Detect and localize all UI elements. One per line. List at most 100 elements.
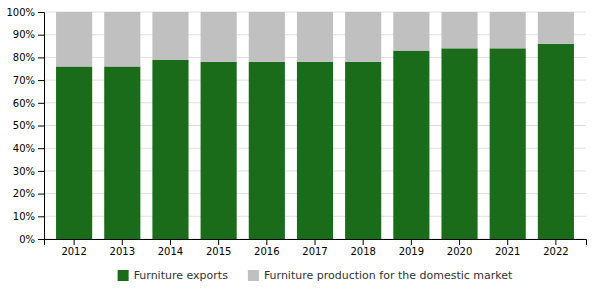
x-tick: 2015	[206, 239, 231, 257]
x-tick-mark	[170, 239, 171, 245]
bar	[297, 12, 333, 62]
chart: 0%10%20%30%40%50%60%70%80%90%100%2012201…	[0, 0, 600, 291]
x-tick-mark	[507, 239, 508, 245]
y-tick-mark	[38, 239, 44, 240]
y-tick-mark	[38, 126, 44, 127]
bars	[56, 12, 574, 239]
bar	[56, 66, 92, 239]
x-tick: 2020	[447, 239, 472, 257]
y-tick-mark	[38, 216, 44, 217]
x-tick: 2021	[495, 239, 520, 257]
bar-series	[56, 44, 574, 239]
y-tick-label: 100%	[6, 7, 35, 18]
plot: 0%10%20%30%40%50%60%70%80%90%100%2012201…	[6, 7, 586, 257]
y-tick-label: 20%	[13, 188, 35, 199]
y-tick-label: 80%	[13, 52, 35, 63]
y-tick-mark	[38, 12, 44, 13]
x-tick-mark	[315, 239, 316, 245]
x-tick-mark	[459, 239, 460, 245]
y-tick-mark	[38, 171, 44, 172]
y-tick-label: 50%	[13, 120, 35, 131]
x-tick-mark	[266, 239, 267, 245]
x-tick-label: 2019	[399, 246, 424, 257]
grid	[44, 12, 586, 239]
x-tick-mark	[363, 239, 364, 245]
x-tick-mark	[555, 239, 556, 245]
y-tick: 20%	[13, 188, 44, 199]
y-tick: 90%	[13, 29, 44, 40]
y-tick-label: 70%	[13, 75, 35, 86]
bar	[345, 62, 381, 239]
x-tick-label: 2016	[254, 246, 279, 257]
x-tick-label: 2018	[350, 246, 375, 257]
x-tick-label: 2017	[302, 246, 327, 257]
x-tick: 2022	[543, 239, 568, 257]
x-tick: 2018	[350, 239, 375, 257]
x-tick-mark	[218, 239, 219, 245]
y-tick-mark	[38, 194, 44, 195]
legend-item: Furniture production for the domestic ma…	[248, 269, 513, 282]
bar	[297, 62, 333, 239]
bar	[249, 62, 285, 239]
y-tick-mark	[38, 80, 44, 81]
bar	[538, 12, 574, 44]
x-tick-label: 2012	[61, 246, 86, 257]
y-tick: 30%	[13, 166, 44, 177]
y-tick-mark	[38, 35, 44, 36]
bar	[441, 12, 477, 48]
x-tick: 2014	[158, 239, 183, 257]
x-axis-line	[45, 240, 587, 246]
y-tick: 80%	[13, 52, 44, 63]
y-tick: 60%	[13, 98, 44, 109]
y-tick: 50%	[13, 120, 44, 131]
x-tick-mark	[122, 239, 123, 245]
y-tick-mark	[38, 103, 44, 104]
legend-swatch	[248, 270, 259, 281]
y-tick: 0%	[19, 234, 44, 245]
x-axis: 2012 2013 2014 2015 2016 2017 2018 2019 2020 2021…	[45, 239, 587, 257]
y-tick-mark	[38, 148, 44, 149]
y-tick: 40%	[13, 143, 44, 154]
bar	[345, 12, 381, 62]
legend-item: Furniture exports	[118, 269, 229, 282]
y-tick: 100%	[6, 7, 44, 18]
x-tick: 2012	[61, 239, 86, 257]
x-tick-label: 2015	[206, 246, 231, 257]
legend-label: Furniture exports	[134, 269, 229, 282]
x-tick: 2017	[302, 239, 327, 257]
bar	[393, 12, 429, 51]
y-tick-label: 0%	[19, 234, 35, 245]
y-tick-mark	[38, 57, 44, 58]
y-axis-line	[38, 13, 45, 240]
y-tick: 10%	[13, 211, 44, 222]
legend-label: Furniture production for the domestic ma…	[264, 269, 513, 282]
legend-swatch	[118, 270, 129, 281]
bar	[249, 12, 285, 62]
x-tick-label: 2020	[447, 246, 472, 257]
x-tick: 2016	[254, 239, 279, 257]
bar	[104, 66, 140, 239]
bar	[152, 60, 188, 239]
bar	[490, 48, 526, 239]
bar	[538, 44, 574, 239]
x-tick-label: 2013	[110, 246, 135, 257]
bar	[201, 62, 237, 239]
y-tick-label: 60%	[13, 98, 35, 109]
x-tick-label: 2014	[158, 246, 183, 257]
x-tick-mark	[411, 239, 412, 245]
bar	[393, 51, 429, 239]
x-tick: 2019	[399, 239, 424, 257]
bar	[104, 12, 140, 66]
bar	[152, 12, 188, 60]
y-tick-label: 30%	[13, 166, 35, 177]
x-tick-mark	[74, 239, 75, 245]
bar	[201, 12, 237, 62]
y-axis: 0% 10% 20% 30% 40% 50% 60% 70% 80% 90% 100%	[6, 7, 44, 245]
y-tick-label: 90%	[13, 29, 35, 40]
y-tick-label: 40%	[13, 143, 35, 154]
x-tick: 2013	[110, 239, 135, 257]
x-tick-label: 2022	[543, 246, 568, 257]
bar	[56, 12, 92, 66]
legend: Furniture exports Furniture production fo…	[118, 269, 513, 282]
y-tick: 70%	[13, 75, 44, 86]
